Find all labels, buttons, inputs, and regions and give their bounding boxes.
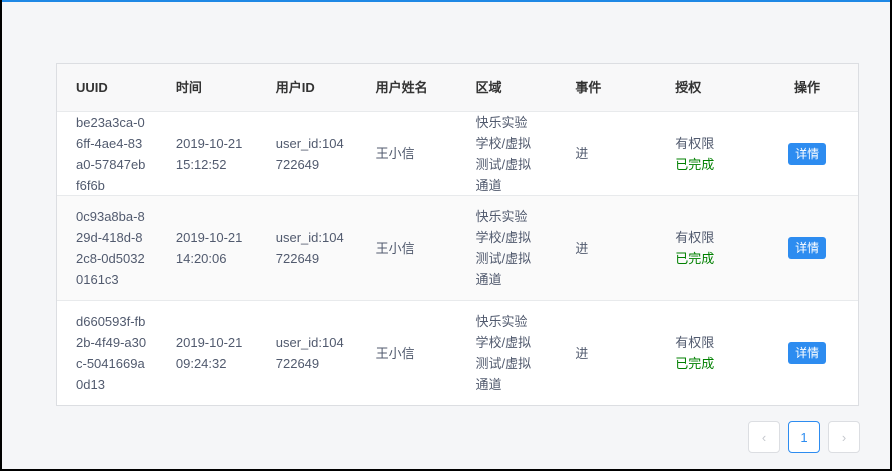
page-1-button[interactable]: 1 — [788, 421, 820, 453]
table-row: d660593f-fb2b-4f49-a30c-5041669a0d13 201… — [57, 300, 858, 405]
time-cell: 2019-10-21 15:12:52 — [175, 135, 243, 172]
header-time: 时间 — [175, 80, 202, 95]
status-text: 已完成 — [675, 156, 715, 172]
action-cell: 详情 — [756, 237, 858, 259]
auth-cell: 有权限 已完成 — [656, 227, 756, 269]
header-uuid: UUID — [76, 80, 108, 95]
uuid-cell: 0c93a8ba-829d-418d-82c8-0d50320161c3 — [76, 209, 145, 287]
user-id-cell: user_id:104722649 — [275, 230, 344, 266]
time-cell: 2019-10-21 14:20:06 — [175, 230, 243, 266]
header-user-name: 用户姓名 — [375, 80, 428, 95]
details-button[interactable]: 详情 — [788, 342, 827, 364]
header-user-id: 用户ID — [275, 80, 315, 95]
details-button[interactable]: 详情 — [788, 237, 827, 259]
header-area: 区域 — [475, 80, 502, 95]
chevron-right-icon: › — [841, 429, 847, 445]
user-name-cell: 王小信 — [375, 146, 415, 161]
event-cell: 进 — [575, 345, 589, 361]
auth-text: 有权限 — [675, 335, 715, 350]
user-name-cell: 王小信 — [375, 345, 415, 361]
uuid-cell: be23a3ca-06ff-4ae4-83a0-57847ebf6f6b — [76, 114, 146, 193]
area-cell: 快乐实验学校/虚拟测试/虚拟通道 — [475, 114, 532, 193]
auth-cell: 有权限 已完成 — [656, 133, 756, 175]
area-cell: 快乐实验学校/虚拟测试/虚拟通道 — [475, 314, 532, 392]
uuid-cell: d660593f-fb2b-4f49-a30c-5041669a0d13 — [76, 314, 147, 392]
table-row: be23a3ca-06ff-4ae4-83a0-57847ebf6f6b 201… — [57, 111, 858, 195]
auth-text: 有权限 — [675, 230, 715, 245]
action-cell: 详情 — [756, 142, 858, 165]
status-text: 已完成 — [675, 356, 715, 371]
prev-page-button[interactable]: ‹ — [748, 421, 780, 453]
action-cell: 详情 — [756, 342, 858, 364]
area-cell: 快乐实验学校/虚拟测试/虚拟通道 — [475, 209, 532, 287]
status-text: 已完成 — [675, 251, 715, 266]
user-id-cell: user_id:104722649 — [275, 335, 344, 371]
records-table: UUID 时间 用户ID 用户姓名 区域 事件 授权 操作 be23a3ca-0… — [56, 63, 859, 406]
pagination: ‹ 1 › — [748, 421, 860, 453]
event-cell: 进 — [575, 240, 589, 256]
chevron-left-icon: ‹ — [761, 429, 767, 445]
event-cell: 进 — [575, 146, 589, 161]
next-page-button[interactable]: › — [828, 421, 860, 453]
user-id-cell: user_id:104722649 — [275, 135, 344, 172]
table-header: UUID 时间 用户ID 用户姓名 区域 事件 授权 操作 — [57, 64, 858, 111]
user-name-cell: 王小信 — [375, 240, 415, 256]
header-event: 事件 — [575, 80, 602, 95]
auth-cell: 有权限 已完成 — [656, 332, 756, 374]
table-row: 0c93a8ba-829d-418d-82c8-0d50320161c3 201… — [57, 195, 858, 300]
header-auth: 授权 — [675, 80, 702, 95]
header-action: 操作 — [794, 80, 821, 95]
auth-text: 有权限 — [675, 135, 715, 151]
details-button[interactable]: 详情 — [788, 142, 827, 165]
time-cell: 2019-10-21 09:24:32 — [175, 335, 243, 371]
